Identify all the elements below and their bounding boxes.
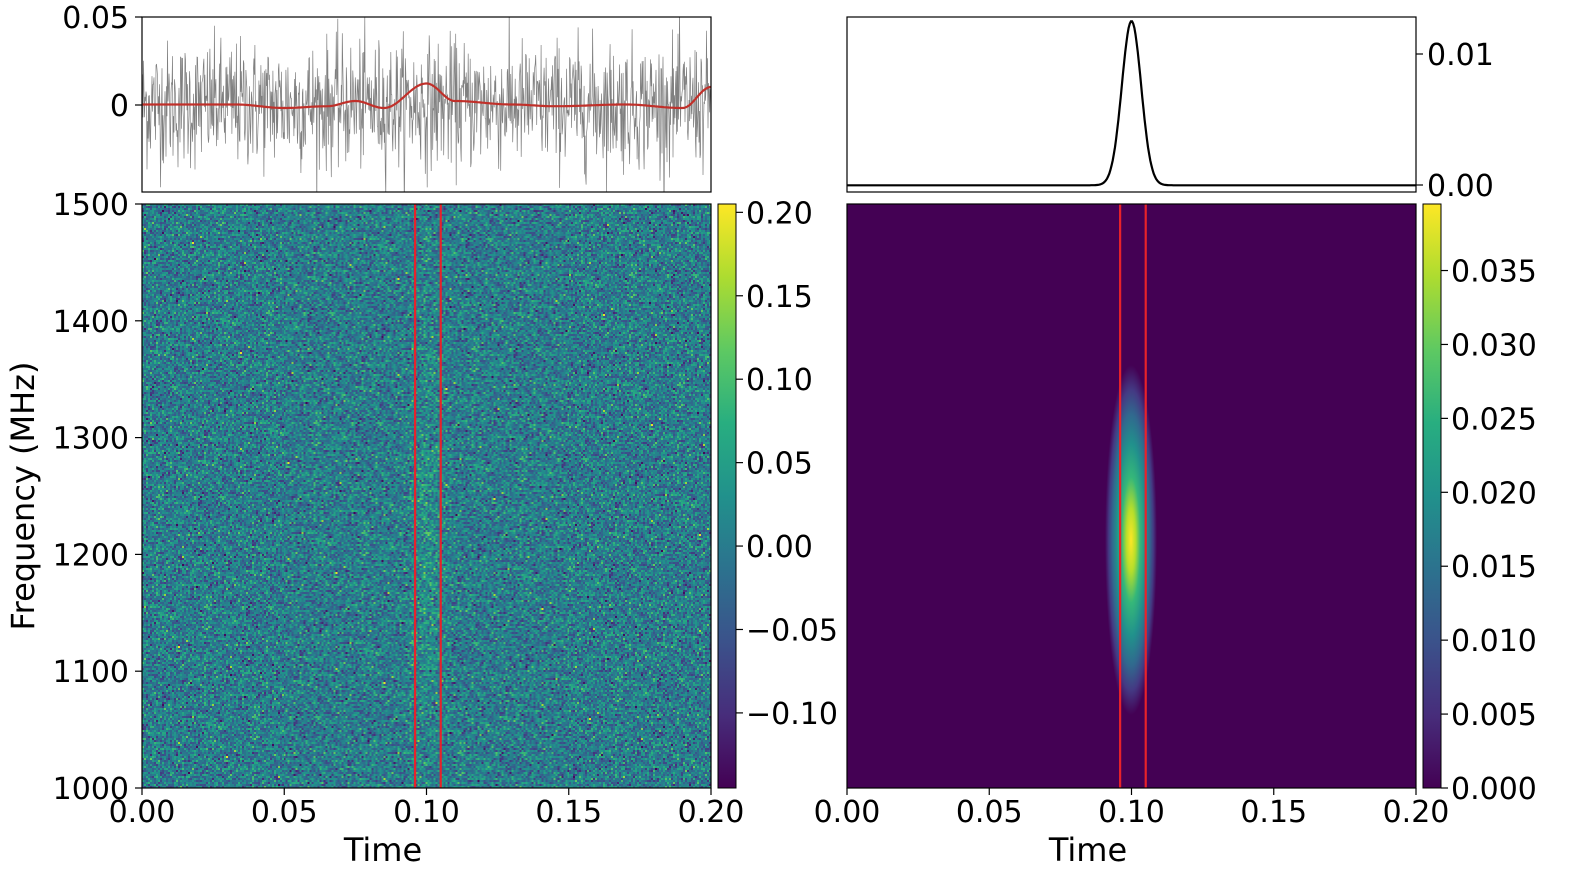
x-tick-label: 0.05 [956,795,1023,830]
colorbar-tick-label: 0.20 [746,196,813,231]
right-waterfall-panel: 0.00 0.05 0.10 0.15 0.20 Time [814,203,1450,869]
x-tick-label: 0.10 [1098,795,1165,830]
ts-ytick-label: 0 [110,89,129,124]
left-y-ticks: 1000 1100 1200 1300 1400 1500 [53,188,142,807]
colorbar-tick-label: 0.000 [1451,772,1537,807]
right-x-ticks: 0.00 0.05 0.10 0.15 0.20 [814,788,1450,830]
colorbar-tick-label: 0.010 [1451,624,1537,659]
colorbar-tick-label: 0.015 [1451,550,1537,585]
x-tick-label: 0.20 [1383,795,1450,830]
left-colorbar-ticks: 0.20 0.15 0.10 0.05 0.00 −0.05 −0.10 [736,196,838,732]
colorbar-tick-label: 0.05 [746,447,813,482]
x-tick-label: 0.10 [393,795,460,830]
x-tick-label: 0.15 [535,795,602,830]
y-tick-label: 1400 [53,305,129,340]
x-tick-label: 0.15 [1240,795,1307,830]
x-tick-label: 0.05 [251,795,318,830]
left-waterfall-panel: 0.00 0.05 0.10 0.15 0.20 1000 1100 1200 1300 140… [4,188,744,869]
profile-line [847,20,1416,187]
prof-ytick-label: 0.00 [1427,169,1494,204]
timeseries-lines [142,17,711,192]
y-tick-label: 1500 [53,188,129,223]
left-timeseries-panel: 0.05 0 [62,1,712,193]
left-colorbar-gradient [717,203,737,789]
y-tick-label: 1000 [53,772,129,807]
right-colorbar-ticks: 0.035 0.030 0.025 0.020 0.015 0.010 0.005 0.000 [1441,255,1537,807]
right-profile-panel: 0.01 0.00 [846,16,1494,204]
burst-blob [1105,365,1157,715]
left-colorbar: 0.20 0.15 0.10 0.05 0.00 −0.05 −0.10 [717,196,838,789]
y-tick-label: 1200 [53,538,129,573]
colorbar-tick-label: 0.020 [1451,476,1537,511]
left-x-ticks: 0.00 0.05 0.10 0.15 0.20 [109,788,745,830]
x-tick-label: 0.20 [678,795,745,830]
colorbar-tick-label: 0.035 [1451,255,1537,290]
colorbar-tick-label: −0.10 [746,697,838,732]
prof-ytick-label: 0.01 [1427,38,1494,73]
left-heatmap [142,204,711,788]
x-tick-label: 0.00 [109,795,176,830]
noisy-series [142,17,711,192]
profile-frame [846,16,1417,193]
x-tick-label: 0.00 [814,795,881,830]
colorbar-tick-label: 0.030 [1451,328,1537,363]
y-tick-label: 1300 [53,422,129,457]
left-x-axis-label: Time [343,831,422,869]
right-colorbar: 0.035 0.030 0.025 0.020 0.015 0.010 0.005 0.000 [1422,203,1537,807]
colorbar-tick-label: −0.05 [746,613,838,648]
colorbar-tick-label: 0.10 [746,363,813,398]
ts-ytick-label: 0.05 [62,1,129,36]
smoothed-series [142,82,711,110]
right-x-axis-label: Time [1048,831,1127,869]
colorbar-tick-label: 0.025 [1451,402,1537,437]
y-tick-label: 1100 [53,655,129,690]
colorbar-tick-label: 0.15 [746,280,813,315]
colorbar-tick-label: 0.005 [1451,698,1537,733]
colorbar-tick-label: 0.00 [746,530,813,565]
right-colorbar-gradient [1422,203,1442,789]
y-axis-label: Frequency (MHz) [4,362,42,631]
